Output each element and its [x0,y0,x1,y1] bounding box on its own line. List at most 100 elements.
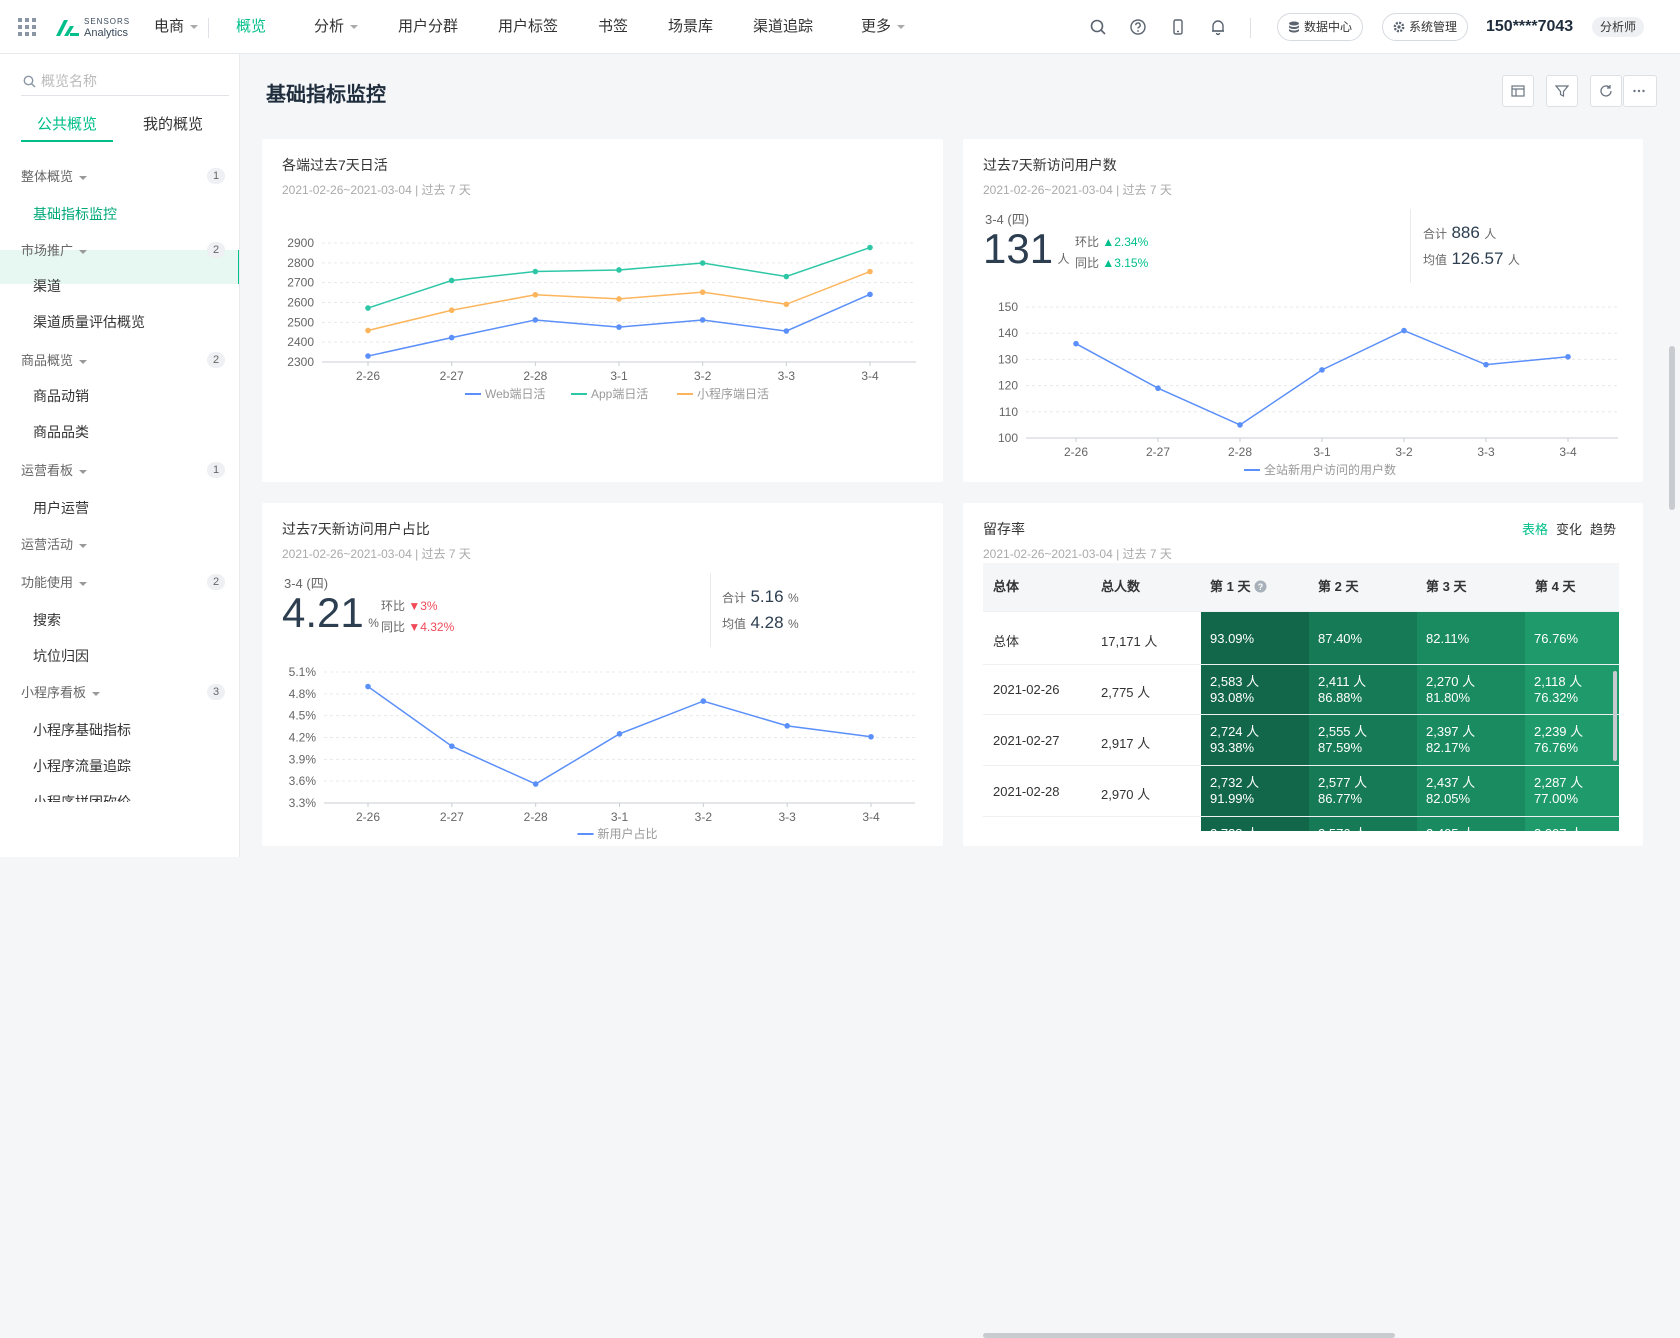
bell-icon[interactable] [1209,18,1227,36]
data-point[interactable] [532,317,539,323]
data-point[interactable] [784,723,790,729]
sidebar-group-operations[interactable]: 运营看板 [21,460,88,479]
more-button[interactable] [1623,75,1657,107]
data-point[interactable] [1483,361,1489,368]
tab-my-overview[interactable]: 我的概览 [142,116,203,133]
data-point[interactable] [365,305,371,311]
legend-label[interactable]: App端日活 [591,387,648,401]
table-row[interactable]: 2021-02-28 2,970 人 2,732 人 91.99% 2,577 人 86.… [983,765,1619,817]
data-point[interactable] [365,353,371,359]
data-point[interactable] [616,324,622,330]
data-point[interactable] [365,327,371,334]
data-point[interactable] [365,683,371,690]
user-account[interactable]: 150****7043 [1486,18,1574,35]
retention-cell[interactable]: 2,118 人 76.32% [1525,665,1619,715]
retention-cell[interactable]: 2,270 人 81.80% [1417,665,1525,715]
page-vertical-scrollbar[interactable] [1669,346,1675,510]
system-admin-button[interactable]: 系统管理 [1382,13,1469,41]
nav-analysis[interactable]: 分析 [314,0,359,54]
retention-cell[interactable]: 2,437 人 82.05% [1417,766,1525,817]
data-point[interactable] [1565,353,1571,360]
tab-public-overview[interactable]: 公共概览 [21,110,113,142]
data-point[interactable] [699,317,706,323]
sidebar-item-user-ops[interactable]: 用户运营 [33,500,89,516]
data-point[interactable] [616,296,622,302]
apps-grid-icon[interactable] [18,18,36,36]
retention-cell[interactable]: 2,287 人 77.00% [1525,766,1619,817]
sensors-logo[interactable]: SENSORS Analytics [54,16,134,40]
data-point[interactable] [1401,327,1407,334]
retention-cell[interactable]: 2,397 人 82.17% [1417,715,1525,766]
data-point[interactable] [867,268,873,275]
retention-cell[interactable]: 2,411 人 86.88% [1309,665,1417,715]
data-point[interactable] [867,244,873,251]
mobile-icon[interactable] [1169,18,1187,36]
table-row[interactable]: 2021-02-26 2,775 人 2,583 人 93.08% 2,411 人 86.… [983,664,1619,715]
retention-cell[interactable]: 2,724 人 93.38% [1201,715,1309,766]
legend-label[interactable]: 全站新用户访问的用户数 [1264,462,1396,477]
data-point[interactable] [532,291,539,298]
sidebar-group-overall[interactable]: 整体概览 [21,166,88,185]
data-point[interactable] [1155,385,1161,392]
nav-user-segments[interactable]: 用户分群 [398,18,459,35]
retention-cell[interactable]: 2,555 人 87.59% [1309,715,1417,766]
retention-cell[interactable]: 2,405 人 [1417,817,1525,831]
table-row[interactable]: 2,738 人 2,576 人 2,405 人 2,297 人 [983,816,1619,831]
data-point[interactable] [868,733,874,740]
retention-cell[interactable]: 76.76% [1525,612,1619,665]
sidebar-item-slot-attribution[interactable]: 坑位归因 [33,648,89,664]
data-point[interactable] [616,731,623,737]
data-point[interactable] [616,267,622,273]
filter-button[interactable] [1546,75,1578,107]
sidebar-item-product-category[interactable]: 商品品类 [33,424,89,440]
table-vertical-scrollbar[interactable] [1613,671,1617,761]
retention-cell[interactable]: 87.40% [1309,612,1417,665]
retention-cell[interactable]: 82.11% [1417,612,1525,665]
retention-cell[interactable]: 2,732 人 91.99% [1201,766,1309,817]
data-point[interactable] [448,334,455,341]
data-point[interactable] [448,277,455,284]
data-point[interactable] [449,743,455,750]
retention-cell[interactable]: 2,576 人 [1309,817,1417,831]
sidebar-item-product-sales[interactable]: 商品动销 [33,388,89,404]
sidebar-item-basic-metrics[interactable]: 基础指标监控 [33,206,117,222]
nav-user-tags[interactable]: 用户标签 [498,18,559,35]
data-point[interactable] [867,291,873,298]
data-point[interactable] [1319,367,1325,373]
data-point[interactable] [699,260,706,266]
retention-cell[interactable]: 2,239 人 76.76% [1525,715,1619,766]
data-point[interactable] [783,328,790,334]
nav-more[interactable]: 更多 [861,0,906,54]
data-point[interactable] [699,289,706,295]
table-horizontal-scrollbar[interactable] [983,1333,1395,1338]
help-icon[interactable]: ? [1254,580,1267,593]
data-point[interactable] [783,273,790,280]
data-point[interactable] [783,301,790,308]
table-row[interactable]: 2021-02-27 2,917 人 2,724 人 93.38% 2,555 人 87.… [983,714,1619,766]
nav-scene-library[interactable]: 场景库 [668,18,714,35]
retention-cell[interactable]: 2,583 人 93.08% [1201,665,1309,715]
legend-label[interactable]: Web端日活 [485,387,545,401]
sidebar-item-search[interactable]: 搜索 [33,612,61,628]
retention-cell[interactable]: 2,577 人 86.77% [1309,766,1417,817]
sidebar-group-marketing[interactable]: 市场推广 [21,240,88,259]
sidebar-group-miniprogram[interactable]: 小程序看板 [21,682,101,701]
nav-overview[interactable]: 概览 [236,18,267,35]
sidebar-item-channel-quality[interactable]: 渠道质量评估概览 [33,314,145,330]
tab-trend[interactable]: 趋势 [1590,522,1617,537]
data-point[interactable] [1237,422,1243,428]
layout-button[interactable] [1502,75,1534,107]
project-selector[interactable]: 电商 [154,0,199,54]
data-point[interactable] [1073,340,1079,347]
sidebar-group-campaigns[interactable]: 运营活动 [21,534,88,553]
table-row[interactable]: 总体 17,171 人 93.09% 87.40% 82.11% 76.76% [983,611,1619,665]
retention-cell[interactable]: 93.09% [1201,612,1309,665]
sidebar-item-mp-group-buy[interactable]: 小程序拼团砍价 [33,794,131,802]
data-point[interactable] [532,268,539,275]
data-point[interactable] [700,698,707,704]
sidebar-item-mp-traffic[interactable]: 小程序流量追踪 [33,758,131,774]
tab-change[interactable]: 变化 [1556,522,1583,537]
retention-cell[interactable]: 2,738 人 [1201,817,1309,831]
refresh-button[interactable] [1590,75,1622,107]
nav-bookmarks[interactable]: 书签 [598,18,629,35]
